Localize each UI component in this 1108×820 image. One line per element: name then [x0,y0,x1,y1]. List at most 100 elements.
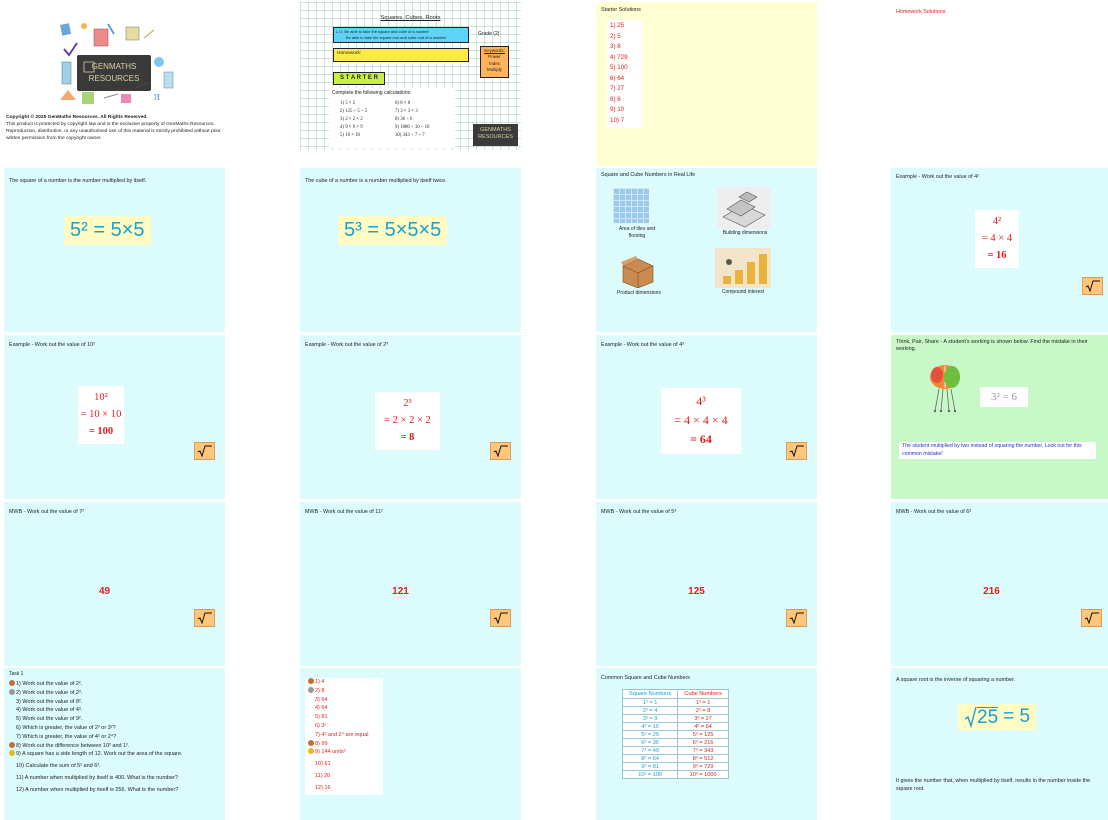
square-formula: 5² = 5×5 [64,216,151,245]
question-item: 1) 5 × 5 [340,101,356,106]
square-root-button[interactable] [490,442,511,460]
real-life-label: Compound interest [721,289,765,295]
example-answer: = 100 [88,425,114,437]
example-line: 10² [94,392,108,403]
copyright-body: This product is protected by copyright l… [6,122,221,142]
example-4-cubed-slide[interactable]: Example - Work out the value of 4³ 4³ = … [596,335,817,499]
task-question: 11) A number when multiplied by itself i… [16,774,178,781]
square-root-icon [789,612,804,624]
worked-example: 10² = 10 × 10 = 100 [78,386,124,445]
box-image [621,256,654,288]
slide-title: MWB - Work out the value of 5³ [601,509,677,515]
starter-button[interactable]: S T A R T E R [333,72,385,85]
mwb-11-squared-slide[interactable]: MWB - Work out the value of 11² 121 [300,502,521,666]
task-answer: 2) 8 [308,686,380,696]
starter-solutions-slide[interactable]: Starter Solutions 1) 25 2) 5 3) 8 4) 729… [596,2,817,166]
slide-title: Homework Solutions [896,9,946,15]
task-answer: 10) 61 [315,761,331,768]
mwb-answer: 216 [983,586,1000,597]
question-item: 5) 10 × 10 [340,132,360,138]
building-image [717,187,771,229]
example-line: = 2 × 2 × 2 [384,414,431,426]
squares-cubes-table: Square Numbers Cube Numbers 1² = 1 1³ = 1… [621,689,729,779]
radical-sign-icon [964,706,977,728]
copyright-title: Copyright © 2025 GenMaths Resources. All… [6,115,148,120]
svg-text:π: π [154,89,160,103]
mwb-answer: 121 [392,586,409,597]
question-item: 10) 343 ÷ 7 ÷ 7 [395,132,425,138]
column-header: Cube Numbers [677,689,729,699]
svg-text:RESOURCES: RESOURCES [89,74,140,83]
square-root-explanation: It gives the number that, when multiplie… [896,778,1091,792]
example-10-squared-slide[interactable]: Example - Work out the value of 10² 10² … [4,335,225,499]
homework-solutions-slide[interactable]: Homework Solutions [891,2,1108,166]
answer-item: 5) 100 [610,64,628,72]
task-1-slide[interactable]: Task 1 1) Work out the value of 2². 2) W… [4,668,225,820]
keyword-item: Power [488,54,501,60]
task-1-answers-slide[interactable]: 1) 4 2) 8 3) 64 4) 64 5) 81 6) 3² 7) 4² … [300,668,521,820]
task-questions-list: 1) Work out the value of 2². 2) Work out… [9,680,221,795]
real-life-slide[interactable]: Square and Cube Numbers in Real Life Are… [596,168,817,332]
slide-title: Square and Cube Numbers in Real Life [601,172,696,178]
example-answer: = 64 [690,432,712,447]
answer-item: 4) 729 [610,53,628,61]
real-life-label: Product dimensions [617,290,661,296]
task-question: 7) Which is greater, the value of 4² or … [16,733,117,740]
table-row: 6² = 36 6³ = 216 [621,738,729,747]
table-header-row: Square Numbers Cube Numbers [621,689,729,699]
square-root-button[interactable] [1082,277,1103,295]
tiles-image [613,188,649,223]
square-root-formula: 25 = 5 [958,704,1037,730]
slide-title: MWB - Work out the value of 11² [305,509,383,515]
worked-example: 4² = 4 × 4 = 16 [975,210,1019,269]
think-pair-share-slide[interactable]: Think, Pair, Share - A student's working… [891,335,1108,499]
starter-slide[interactable]: Squares, Cubes, Roots L.O. Be able to ta… [300,2,521,150]
square-root-slide[interactable]: A square root is the inverse of squaring… [891,668,1108,820]
slide-title: The cube of a number is a number multipl… [305,178,447,184]
square-root-button[interactable] [194,442,215,460]
answer-item: 8) 6 [610,95,621,103]
table-row: 8² = 64 8³ = 512 [621,754,729,763]
task-answer: 3) 64 [315,696,328,703]
question-item: 7) 3 × 3 × 3 [395,108,418,114]
worked-example: 4³ = 4 × 4 × 4 = 64 [661,388,741,454]
task-question: 8) Work out the difference between 10² a… [9,741,221,751]
slide-title: Example - Work out the value of 2³ [305,342,388,348]
mwb-5-cubed-slide[interactable]: MWB - Work out the value of 5³ 125 [596,502,817,666]
task-question: 6) Which is greater, the value of 2³ or … [16,724,116,731]
square-root-button[interactable] [786,442,807,460]
answer-item: 9) 10 [610,106,625,114]
answer-item: 7) 27 [610,85,625,93]
answer-item: 3) 8 [610,43,621,51]
task-answer: 8) 99 [308,739,380,749]
question-item: 8) 36 ÷ 6 [395,116,413,122]
slide-title: Task 1 [9,671,24,677]
square-root-button[interactable] [490,609,511,627]
mwb-6-cubed-slide[interactable]: MWB - Work out the value of 6³ 216 [891,502,1108,666]
table-row: 3² = 9 3³ = 27 [621,714,729,723]
square-root-button[interactable] [786,609,807,627]
example-2-cubed-slide[interactable]: Example - Work out the value of 2³ 2³ = … [300,335,521,499]
slide-title: Example - Work out the value of 4³ [601,342,684,348]
task-answer: 11) 20 [315,772,331,779]
calculations-panel: Complete the following calculations. 1) … [329,88,455,148]
example-line: = 4 × 4 × 4 [674,413,728,428]
square-root-button[interactable] [194,609,215,627]
title-slide[interactable]: GENMATHS RESOURCES π Copyright © 2025 Ge… [4,2,225,166]
instruction-text: Complete the following calculations. [332,90,412,96]
lo-line-2: Be able to take the square root and cube… [346,34,446,40]
mwb-7-squared-slide[interactable]: MWB - Work out the value of 7² 49 [4,502,225,666]
real-life-label: Area of tiles and flooring [618,226,656,239]
svg-text:GENMATHS: GENMATHS [92,62,137,71]
task-question: 2) Work out the value of 2³. [9,688,221,698]
example-line: 4² [992,216,1002,227]
common-numbers-slide[interactable]: Common Square and Cube Numbers Square Nu… [596,668,817,820]
silver-medal-icon [308,686,314,693]
square-definition-slide[interactable]: The square of a number is the number mul… [4,168,225,332]
cube-definition-slide[interactable]: The cube of a number is a number multipl… [300,168,521,332]
square-root-button[interactable] [1081,609,1102,627]
coins-growth-image [715,248,771,288]
answer-item: 6) 64 [610,74,625,82]
slide-title: MWB - Work out the value of 7² [9,509,85,515]
example-4-squared-slide[interactable]: Example - Work out the value of 4² 4² = … [891,168,1108,332]
